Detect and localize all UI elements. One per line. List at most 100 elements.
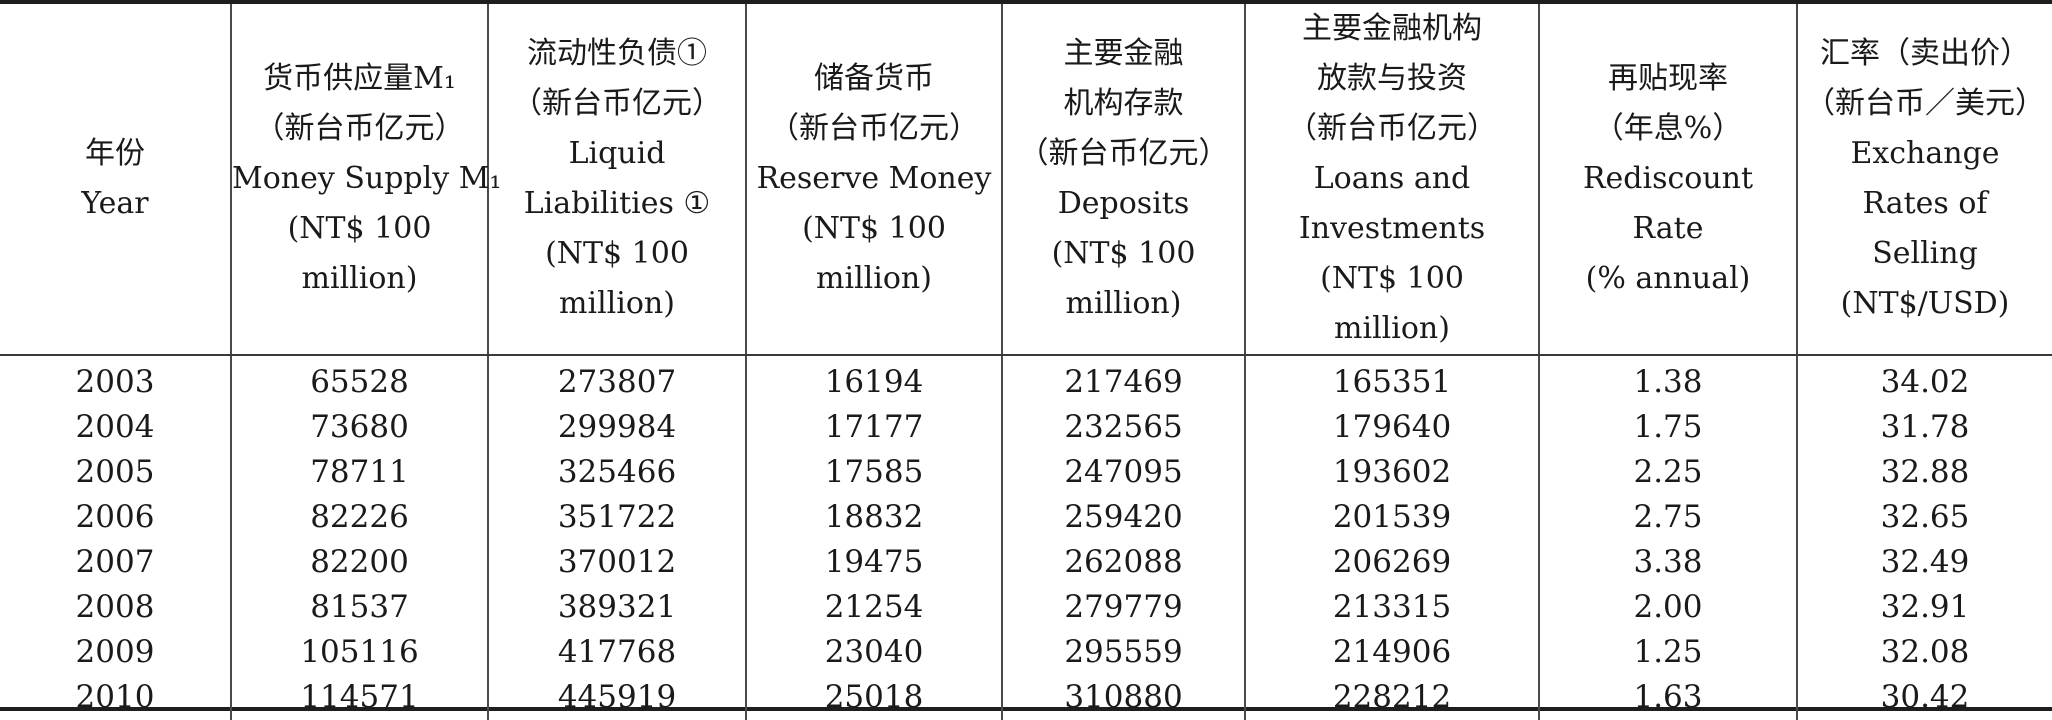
rediscount-rate-cell: 1.25 xyxy=(1538,630,1797,675)
header-line: 年份 xyxy=(85,136,145,171)
exchange-rate-cell: 34.02 xyxy=(1796,355,2052,405)
loans-investments-cell: 206269 xyxy=(1244,540,1539,585)
exchange-rate-cell: 32.88 xyxy=(1796,450,2052,495)
header-deposits: 主要金融 机构存款 （新台币亿元） Deposits (NT$ 100 million) xyxy=(1001,4,1245,356)
header-exchange-rate: 汇率（卖出价） （新台币／美元） Exchange Rates of Selling (N… xyxy=(1796,4,2052,356)
header-line: （新台币亿元） xyxy=(254,111,465,146)
money-supply-cell: 105116 xyxy=(230,630,488,675)
header-line: 流动性负债① xyxy=(527,36,707,71)
exchange-rate-cell: 32.65 xyxy=(1796,495,2052,540)
deposits-cell: 279779 xyxy=(1001,585,1245,630)
header-line: million) xyxy=(301,261,418,296)
reserve-money-cell: 18832 xyxy=(745,495,1002,540)
year-cell: 2006 xyxy=(75,499,155,535)
deposits-cell: 310880 xyxy=(1001,675,1245,720)
reserve-money-cell: 16194 xyxy=(745,355,1002,405)
reserve-money-cell: 21254 xyxy=(745,585,1002,630)
rediscount-rate-cell: 2.75 xyxy=(1538,495,1797,540)
header-line: Reserve Money xyxy=(756,161,992,196)
liquid-liabilities-cell: 417768 xyxy=(487,630,746,675)
reserve-money-cell: 19475 xyxy=(745,540,1002,585)
exchange-rate-cell: 32.08 xyxy=(1796,630,2052,675)
deposits-cell: 217469 xyxy=(1001,355,1245,405)
header-line: million) xyxy=(816,261,932,296)
deposits-cell: 295559 xyxy=(1001,630,1245,675)
deposits-cell: 259420 xyxy=(1001,495,1245,540)
table-header: 年份 Year 货币供应量M₁ （新台币亿元） Money Supply M₁ (NT$ … xyxy=(0,4,2052,356)
deposits-cell: 247095 xyxy=(1001,450,1245,495)
header-line: 放款与投资 xyxy=(1317,61,1467,96)
header-line: Loans and xyxy=(1313,161,1471,196)
liquid-liabilities-cell: 299984 xyxy=(487,405,746,450)
loans-investments-cell: 228212 xyxy=(1244,675,1539,720)
loans-investments-cell: 214906 xyxy=(1244,630,1539,675)
reserve-money-cell: 23040 xyxy=(745,630,1002,675)
year-cell: 2009 xyxy=(75,634,155,670)
liquid-liabilities-cell: 351722 xyxy=(487,495,746,540)
header-line: (NT$ 100 xyxy=(1320,261,1464,296)
header-money-supply-m1: 货币供应量M₁ （新台币亿元） Money Supply M₁ (NT$ 100 mil… xyxy=(230,4,501,356)
year-cell: 2010 xyxy=(75,679,155,715)
header-line: （新台币亿元） xyxy=(1287,111,1497,146)
header-line: (NT$ 100 xyxy=(545,236,689,271)
rediscount-rate-cell: 1.63 xyxy=(1538,675,1797,720)
money-supply-cell: 82200 xyxy=(230,540,488,585)
money-supply-cell: 81537 xyxy=(230,585,488,630)
header-line: 机构存款 xyxy=(1063,86,1184,121)
header-reserve-money: 储备货币 （新台币亿元） Reserve Money (NT$ 100 million) xyxy=(745,4,1002,356)
exchange-rate-cell: 32.91 xyxy=(1796,585,2052,630)
table-body: 2003 65528 273807 16194 217469 165351 1.38 34.0… xyxy=(0,355,2052,720)
header-line: 主要金融机构 xyxy=(1302,11,1482,46)
header-year: 年份 Year xyxy=(0,4,231,356)
header-line: 主要金融 xyxy=(1063,36,1184,71)
header-line: （新台币亿元） xyxy=(1018,136,1229,171)
liquid-liabilities-cell: 370012 xyxy=(487,540,746,585)
deposits-cell: 232565 xyxy=(1001,405,1245,450)
header-line: (% annual) xyxy=(1585,261,1751,296)
exchange-rate-cell: 30.42 xyxy=(1796,675,2052,720)
reserve-money-cell: 17585 xyxy=(745,450,1002,495)
money-supply-cell: 82226 xyxy=(230,495,488,540)
reserve-money-cell: 25018 xyxy=(745,675,1002,720)
table-row: 2003 65528 273807 16194 217469 165351 1.38 34.0… xyxy=(0,355,2052,405)
loans-investments-cell: 179640 xyxy=(1244,405,1539,450)
loans-investments-cell: 201539 xyxy=(1244,495,1539,540)
money-supply-cell: 65528 xyxy=(230,355,488,405)
liquid-liabilities-cell: 325466 xyxy=(487,450,746,495)
rediscount-rate-cell: 3.38 xyxy=(1538,540,1797,585)
year-cell: 2008 xyxy=(75,589,155,625)
header-liquid-liabilities: 流动性负债① （新台币亿元） Liquid Liabilities ① (NT$ 100… xyxy=(487,4,746,356)
loans-investments-cell: 165351 xyxy=(1244,355,1539,405)
deposits-cell: 262088 xyxy=(1001,540,1245,585)
header-line: Rediscount xyxy=(1582,161,1754,196)
money-supply-cell: 73680 xyxy=(230,405,488,450)
header-line: （新台币亿元） xyxy=(512,86,722,121)
header-line: （年息%） xyxy=(1593,111,1743,146)
header-line: (NT$ 100 xyxy=(287,211,432,246)
loans-investments-cell: 193602 xyxy=(1244,450,1539,495)
header-line: (NT$ 100 xyxy=(802,211,946,246)
money-supply-cell: 78711 xyxy=(230,450,488,495)
year-cell: 2003 xyxy=(75,364,155,400)
rediscount-rate-cell: 2.25 xyxy=(1538,450,1797,495)
header-line: Rates of xyxy=(1862,186,1988,221)
header-line: Year xyxy=(81,186,149,221)
table-row: 2008 81537 389321 21254 279779 213315 2.00 32.9… xyxy=(0,585,2052,630)
header-row: 年份 Year 货币供应量M₁ （新台币亿元） Money Supply M₁ (NT$ … xyxy=(0,4,2052,356)
year-cell: 2004 xyxy=(75,409,155,445)
year-cell: 2005 xyxy=(75,454,155,490)
header-line: million) xyxy=(559,286,675,321)
header-line: （新台币／美元） xyxy=(1805,86,2045,121)
header-line: million) xyxy=(1065,286,1182,321)
rediscount-rate-cell: 1.75 xyxy=(1538,405,1797,450)
header-loans-investments: 主要金融机构 放款与投资 （新台币亿元） Loans and Investments (N… xyxy=(1244,4,1539,356)
table-row: 2004 73680 299984 17177 232565 179640 1.75 31.7… xyxy=(0,405,2052,450)
year-cell: 2007 xyxy=(75,544,155,580)
header-line: million) xyxy=(1334,311,1450,346)
header-line: Liquid xyxy=(568,136,666,171)
header-line: 储备货币 xyxy=(814,61,934,96)
header-line: 汇率（卖出价） xyxy=(1820,36,2030,71)
header-rediscount-rate: 再贴现率 （年息%） Rediscount Rate (% annual) xyxy=(1538,4,1797,356)
header-line: (NT$ 100 xyxy=(1051,236,1196,271)
